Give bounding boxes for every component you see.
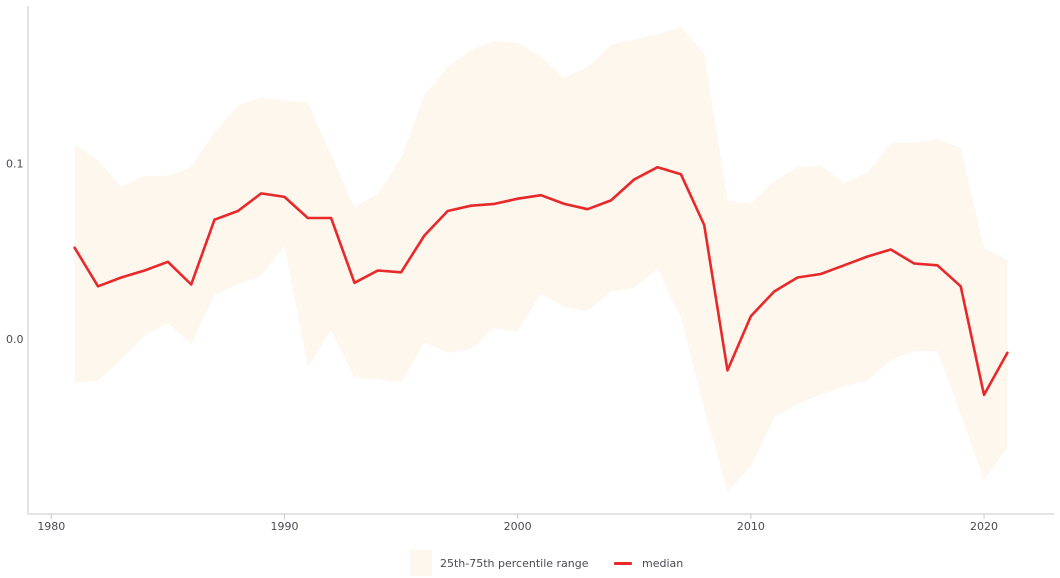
chart-svg: 1980 1990 2000 2010 2020 0.0 0.1 xyxy=(6,6,1054,533)
y-tick-label: 0.0 xyxy=(6,333,24,346)
axis-layer xyxy=(27,6,1054,515)
legend-median-swatch xyxy=(614,561,632,565)
legend-band-swatch xyxy=(410,550,432,576)
line-layer xyxy=(73,165,1009,397)
legend: 25th-75th percentile range median xyxy=(0,548,1060,578)
x-tick-label: 2020 xyxy=(970,520,998,533)
x-tick-label: 1990 xyxy=(271,520,299,533)
band-layer xyxy=(74,27,1008,492)
median-line xyxy=(73,165,1009,397)
y-tick-label: 0.1 xyxy=(6,158,24,171)
legend-median-label: median xyxy=(642,556,684,570)
x-tick-label: 2000 xyxy=(504,520,532,533)
legend-band-label: 25th-75th percentile range xyxy=(440,556,589,570)
x-tick-label: 1980 xyxy=(37,520,65,533)
tick-layer: 1980 1990 2000 2010 2020 0.0 0.1 xyxy=(6,158,998,533)
percentile-band xyxy=(74,27,1008,492)
legend-item-band[interactable]: 25th-75th percentile range xyxy=(410,548,589,578)
x-tick-label: 2010 xyxy=(737,520,765,533)
legend-item-median[interactable]: median xyxy=(614,548,683,578)
